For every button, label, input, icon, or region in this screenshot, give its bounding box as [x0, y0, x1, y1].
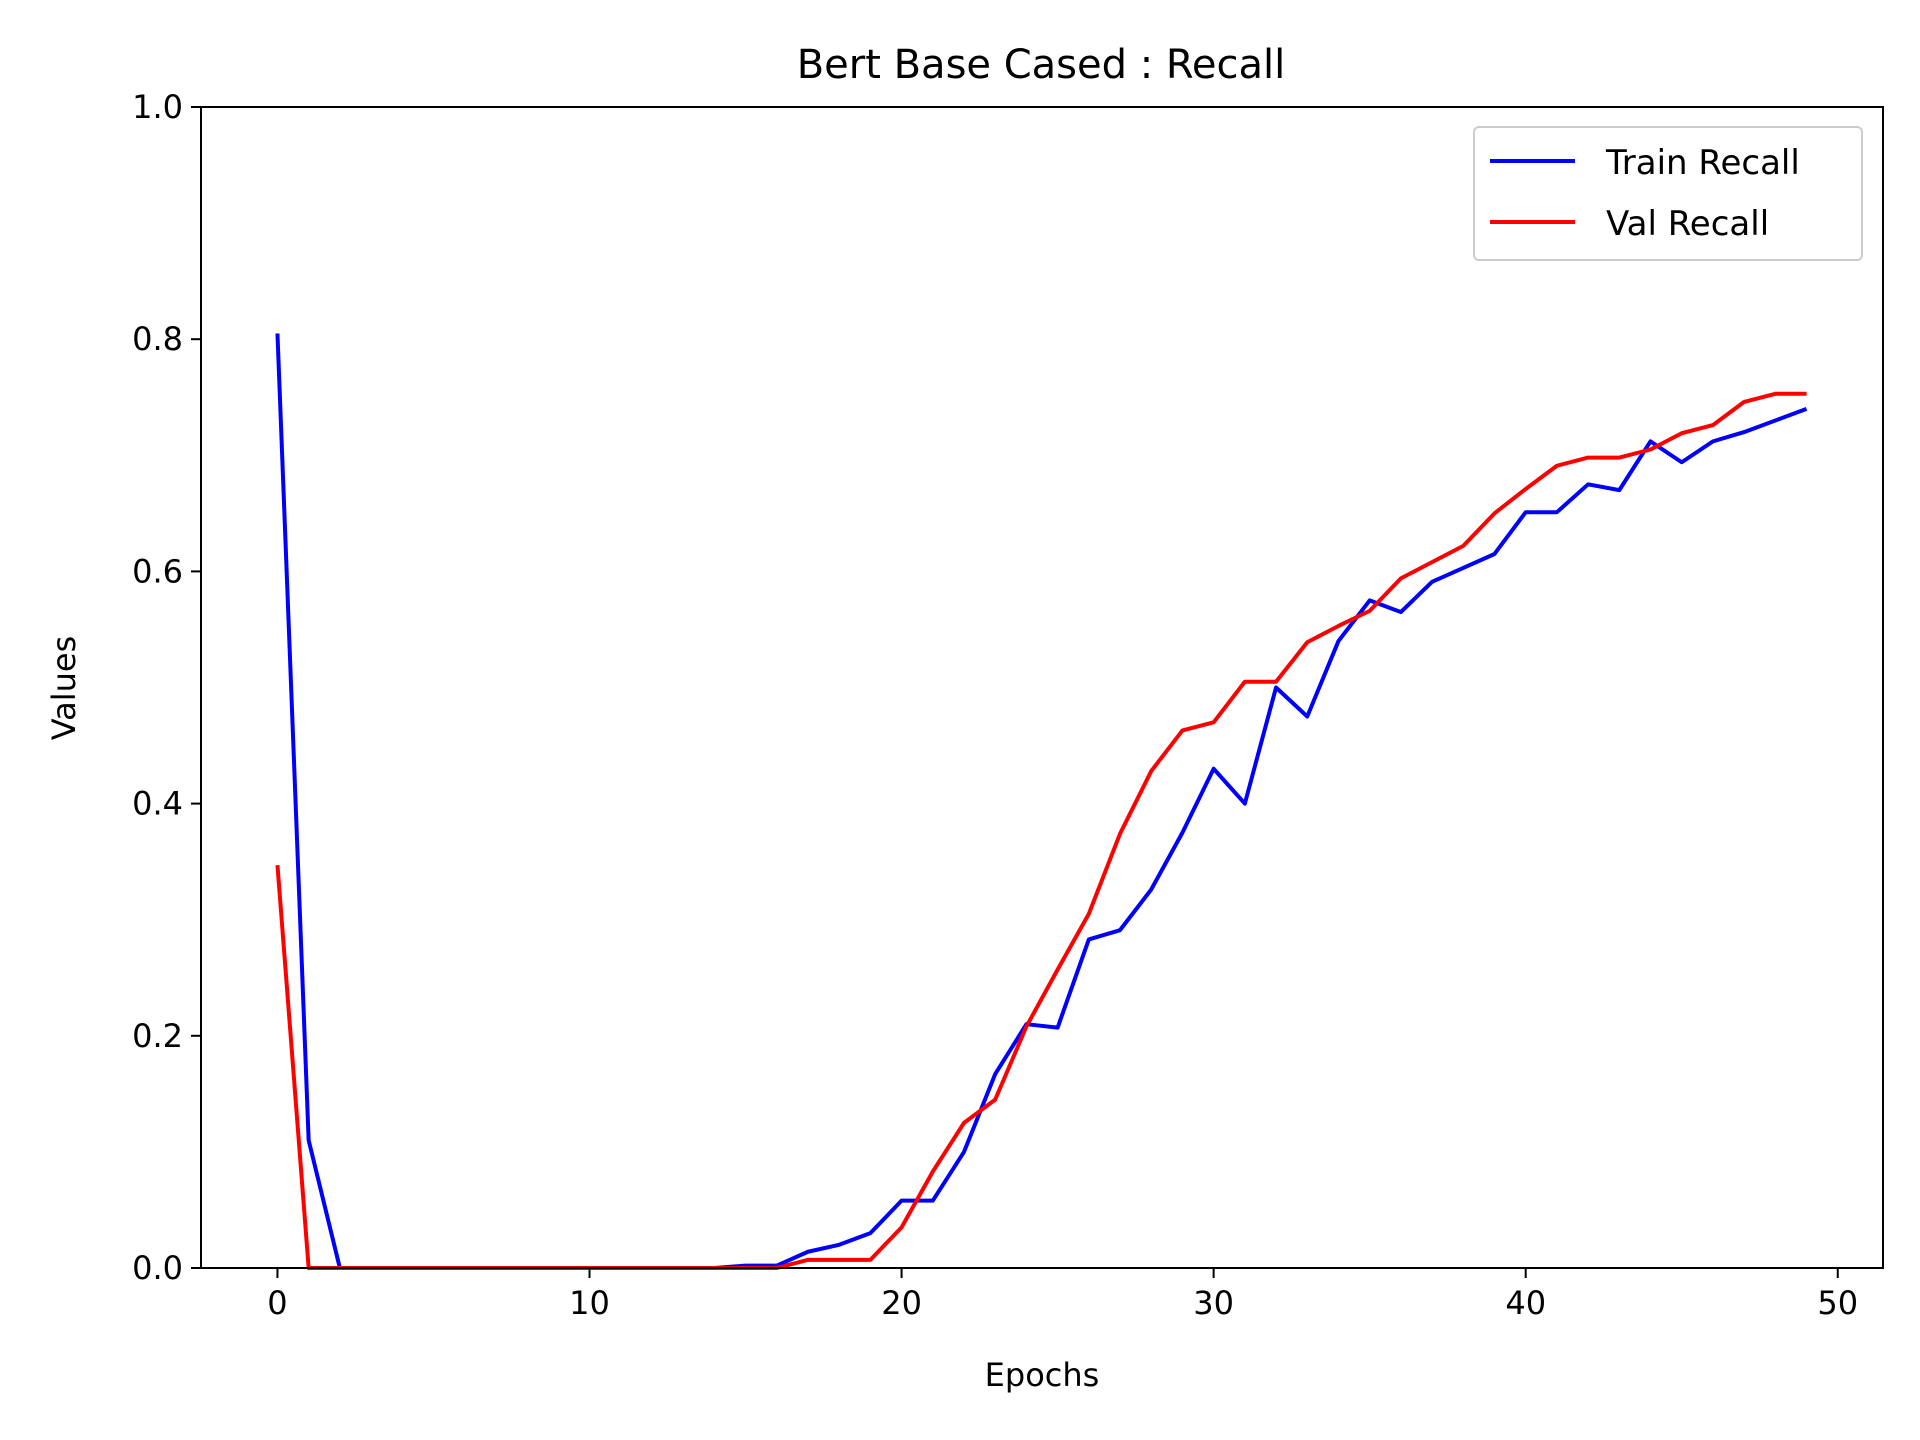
y-tick-label: 0.0: [132, 1249, 183, 1287]
legend: Train Recall Val Recall: [1473, 126, 1863, 261]
x-tick-label: 30: [1193, 1284, 1234, 1322]
legend-label-val-recall: Val Recall: [1606, 204, 1769, 244]
y-tick-label: 0.4: [132, 785, 183, 823]
x-axis-ticks: 0 10 20 30 40 50: [267, 1268, 1858, 1322]
y-axis-ticks: 0.0 0.2 0.4 0.6 0.8 1.0: [132, 88, 201, 1287]
x-tick-label: 40: [1505, 1284, 1546, 1322]
y-tick-label: 0.6: [132, 552, 183, 590]
y-tick-label: 0.2: [132, 1017, 183, 1055]
y-tick-label: 0.8: [132, 320, 183, 358]
x-tick-label: 20: [881, 1284, 922, 1322]
chart-title: Bert Base Cased : Recall: [797, 42, 1286, 88]
y-axis-label: Values: [45, 636, 83, 741]
legend-label-train-recall: Train Recall: [1605, 143, 1800, 183]
x-axis-label: Epochs: [985, 1356, 1100, 1394]
x-tick-label: 10: [569, 1284, 610, 1322]
plot-area: [200, 106, 1884, 1270]
x-tick-label: 0: [267, 1284, 287, 1322]
axes-frame: [200, 106, 1884, 1269]
x-tick-label: 50: [1817, 1284, 1858, 1322]
y-tick-label: 1.0: [132, 88, 183, 126]
